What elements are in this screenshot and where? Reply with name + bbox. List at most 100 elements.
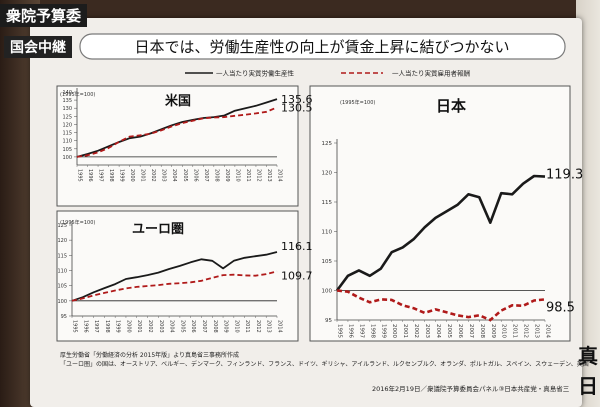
x-tick-label: 2009 [490, 324, 496, 338]
y-tick-label: 115 [322, 200, 333, 206]
side-caption-glyph: 真 [578, 344, 598, 368]
chart-title: 米国 [165, 93, 191, 109]
chart-title: ユーロ圏 [132, 222, 184, 237]
series-line-compensation [336, 289, 546, 322]
x-tick-label: 2000 [391, 324, 397, 338]
x-tick-label: 2001 [136, 320, 142, 333]
headline: 日本では、労働生産性の向上が賃金上昇に結びつかない [134, 38, 509, 56]
x-tick-label: 2005 [446, 324, 452, 338]
x-tick-label: 1998 [104, 320, 110, 333]
x-tick-label: 2010 [233, 320, 239, 333]
x-tick-label: 2002 [413, 324, 419, 338]
x-tick-label: 2004 [435, 324, 441, 338]
chart-title: 日本 [436, 97, 466, 115]
end-value-label: 119.3 [546, 168, 583, 183]
x-tick-label: 2006 [192, 169, 198, 182]
channel-caption: 衆院予算委 [0, 4, 88, 27]
x-tick-label: 2010 [501, 324, 507, 338]
x-tick-label: 2000 [125, 320, 131, 333]
x-tick-label: 2006 [457, 324, 463, 338]
x-tick-label: 2006 [190, 320, 196, 333]
end-value-label: 98.5 [546, 300, 575, 315]
footer-credit: 2016年2月19日／衆議院予算委員会パネル③日本共産党・真島省三 [372, 385, 570, 393]
y-tick-label: 115 [62, 131, 72, 137]
y-tick-label: 110 [62, 139, 72, 145]
x-tick-label: 2010 [234, 169, 240, 182]
x-tick-label: 2009 [224, 169, 230, 182]
y-tick-label: 110 [322, 230, 333, 236]
end-value-label: 109.7 [281, 269, 313, 282]
x-tick-label: 2004 [169, 320, 175, 333]
y-tick-label: 125 [57, 223, 67, 229]
y-tick-label: 130 [62, 106, 72, 112]
x-tick-label: 2014 [277, 169, 283, 182]
x-tick-label: 1996 [347, 324, 353, 338]
chart-euro: ユーロ圏 (1995年=100) 95 100 105 110 115 120 125 1995 1… [57, 219, 312, 333]
y-tick-label: 105 [62, 147, 72, 153]
legend-productivity-label: 一人当たり実質労働生産性 [216, 69, 295, 78]
x-tick-label: 2000 [129, 169, 135, 182]
y-tick-label: 120 [62, 122, 72, 128]
end-value-label: 130.5 [281, 101, 313, 114]
x-tick-label: 1995 [77, 169, 83, 182]
x-tick-label: 2013 [534, 324, 540, 338]
x-tick-label: 2007 [203, 169, 209, 182]
x-tick-label: 2011 [245, 169, 251, 182]
x-tick-label: 2012 [523, 324, 529, 338]
headline-banner [79, 33, 566, 60]
y-tick-label: 95 [61, 314, 67, 320]
chart-us: 米国 (1995年=100) 100 105 110 115 120 125 130 135 140… [60, 88, 313, 182]
x-tick-label: 2012 [255, 169, 261, 182]
series-line-compensation [76, 106, 278, 158]
y-tick-label: 110 [57, 269, 67, 275]
x-tick-label: 2002 [150, 169, 156, 182]
series-line-compensation [71, 270, 278, 302]
x-tick-label: 2008 [212, 320, 218, 333]
relay-caption: 国会中継 [4, 36, 72, 58]
legend-compensation-label: 一人当たり実質雇用者報酬 [392, 69, 470, 78]
x-tick-label: 1999 [380, 324, 386, 338]
chart-box-japan [309, 85, 571, 342]
x-tick-label: 2012 [255, 320, 261, 333]
x-tick-label: 1996 [87, 169, 93, 182]
x-tick-label: 2011 [244, 320, 250, 333]
y-tick-label: 100 [322, 289, 333, 295]
x-tick-label: 2005 [179, 320, 185, 333]
y-tick-label: 140 [62, 90, 72, 96]
x-tick-label: 2007 [468, 324, 474, 338]
series-line-productivity [71, 251, 278, 302]
y-tick-label: 120 [322, 171, 333, 177]
x-tick-label: 1997 [358, 324, 364, 338]
x-tick-label: 2001 [140, 169, 146, 182]
y-axis-label: (1995年=100) [60, 219, 95, 226]
x-tick-label: 2002 [147, 320, 153, 333]
y-tick-label: 125 [62, 114, 72, 120]
x-tick-label: 2008 [479, 324, 485, 338]
y-tick-label: 105 [57, 284, 67, 290]
x-tick-label: 1996 [82, 320, 88, 333]
y-tick-label: 120 [57, 238, 67, 244]
x-tick-label: 2009 [223, 320, 229, 333]
y-tick-label: 95 [325, 318, 332, 324]
end-value-label: 116.1 [281, 240, 313, 253]
y-tick-label: 135 [62, 98, 72, 104]
x-tick-label: 2005 [182, 169, 188, 182]
y-tick-label: 115 [57, 253, 67, 259]
x-tick-label: 1998 [108, 169, 114, 182]
x-tick-label: 2008 [213, 169, 219, 182]
y-axis-label: (1995年=100) [340, 99, 375, 106]
y-tick-label: 100 [62, 155, 72, 161]
country-note: 「ユーロ圏」の国は、オーストリア、ベルギー、デンマーク、フィンランド、フランス、… [60, 361, 589, 368]
x-tick-label: 1997 [93, 320, 99, 333]
y-tick-label: 100 [57, 299, 67, 305]
x-tick-label: 2014 [545, 324, 551, 338]
end-value-label: 135.6 [281, 93, 313, 106]
x-tick-label: 2003 [424, 324, 430, 338]
x-tick-label: 2013 [266, 320, 272, 333]
x-tick-label: 1998 [369, 324, 375, 338]
x-tick-label: 1995 [72, 320, 78, 333]
x-tick-label: 1999 [119, 169, 125, 182]
x-tick-label: 2001 [402, 324, 408, 338]
x-tick-label: 2013 [266, 169, 272, 182]
